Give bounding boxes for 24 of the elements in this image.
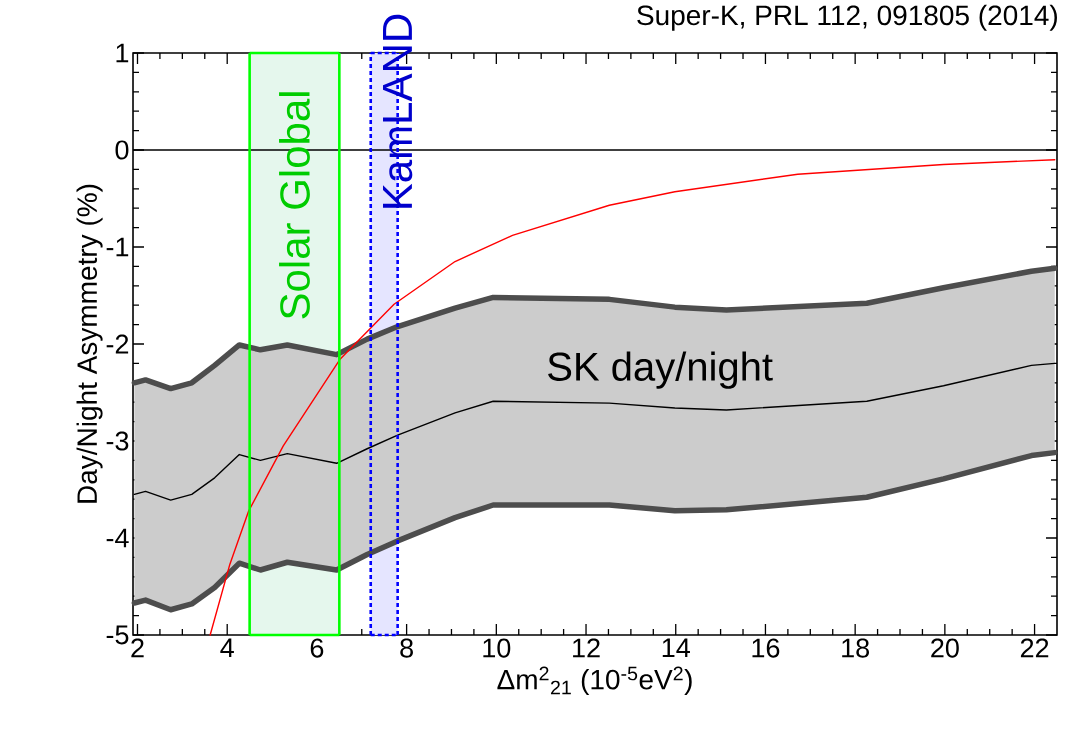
x-tick-label: 18: [842, 638, 869, 658]
x-tick-label: 8: [400, 638, 413, 658]
y-tick-label: -5: [106, 625, 129, 645]
y-tick-label: 1: [116, 43, 129, 63]
x-tick-label: 20: [931, 638, 959, 658]
x-tick-label: 6: [310, 638, 324, 658]
y-tick-label: 0: [115, 140, 129, 160]
x-tick-label: 10: [483, 638, 511, 658]
x-tick-label: 16: [752, 638, 780, 658]
y-tick-label: -4: [106, 528, 129, 548]
y-tick-label: -2: [106, 334, 129, 354]
x-tick-label: 2: [131, 638, 144, 658]
x-tick-label: 4: [220, 638, 234, 658]
y-tick-label: -3: [106, 431, 129, 451]
band-label: KamLAND: [383, 14, 413, 208]
x-tick-label: 22: [1020, 638, 1049, 658]
band-label: Solar Global: [279, 92, 310, 319]
x-axis-title: Δm$^{2}$$_{21}$ (10$^{-5}$eV$^{2}$): [497, 666, 692, 696]
annotation: SK day/night: [548, 351, 773, 389]
x-tick-label: 14: [662, 638, 690, 658]
y-tick-label: -1: [106, 237, 129, 257]
x-tick-label: 12: [573, 638, 600, 658]
text: Super-K, PRL 112, 091805 (2014): [637, 4, 1057, 31]
y-axis-title: Day/Night Asymmetry (%): [76, 184, 103, 503]
